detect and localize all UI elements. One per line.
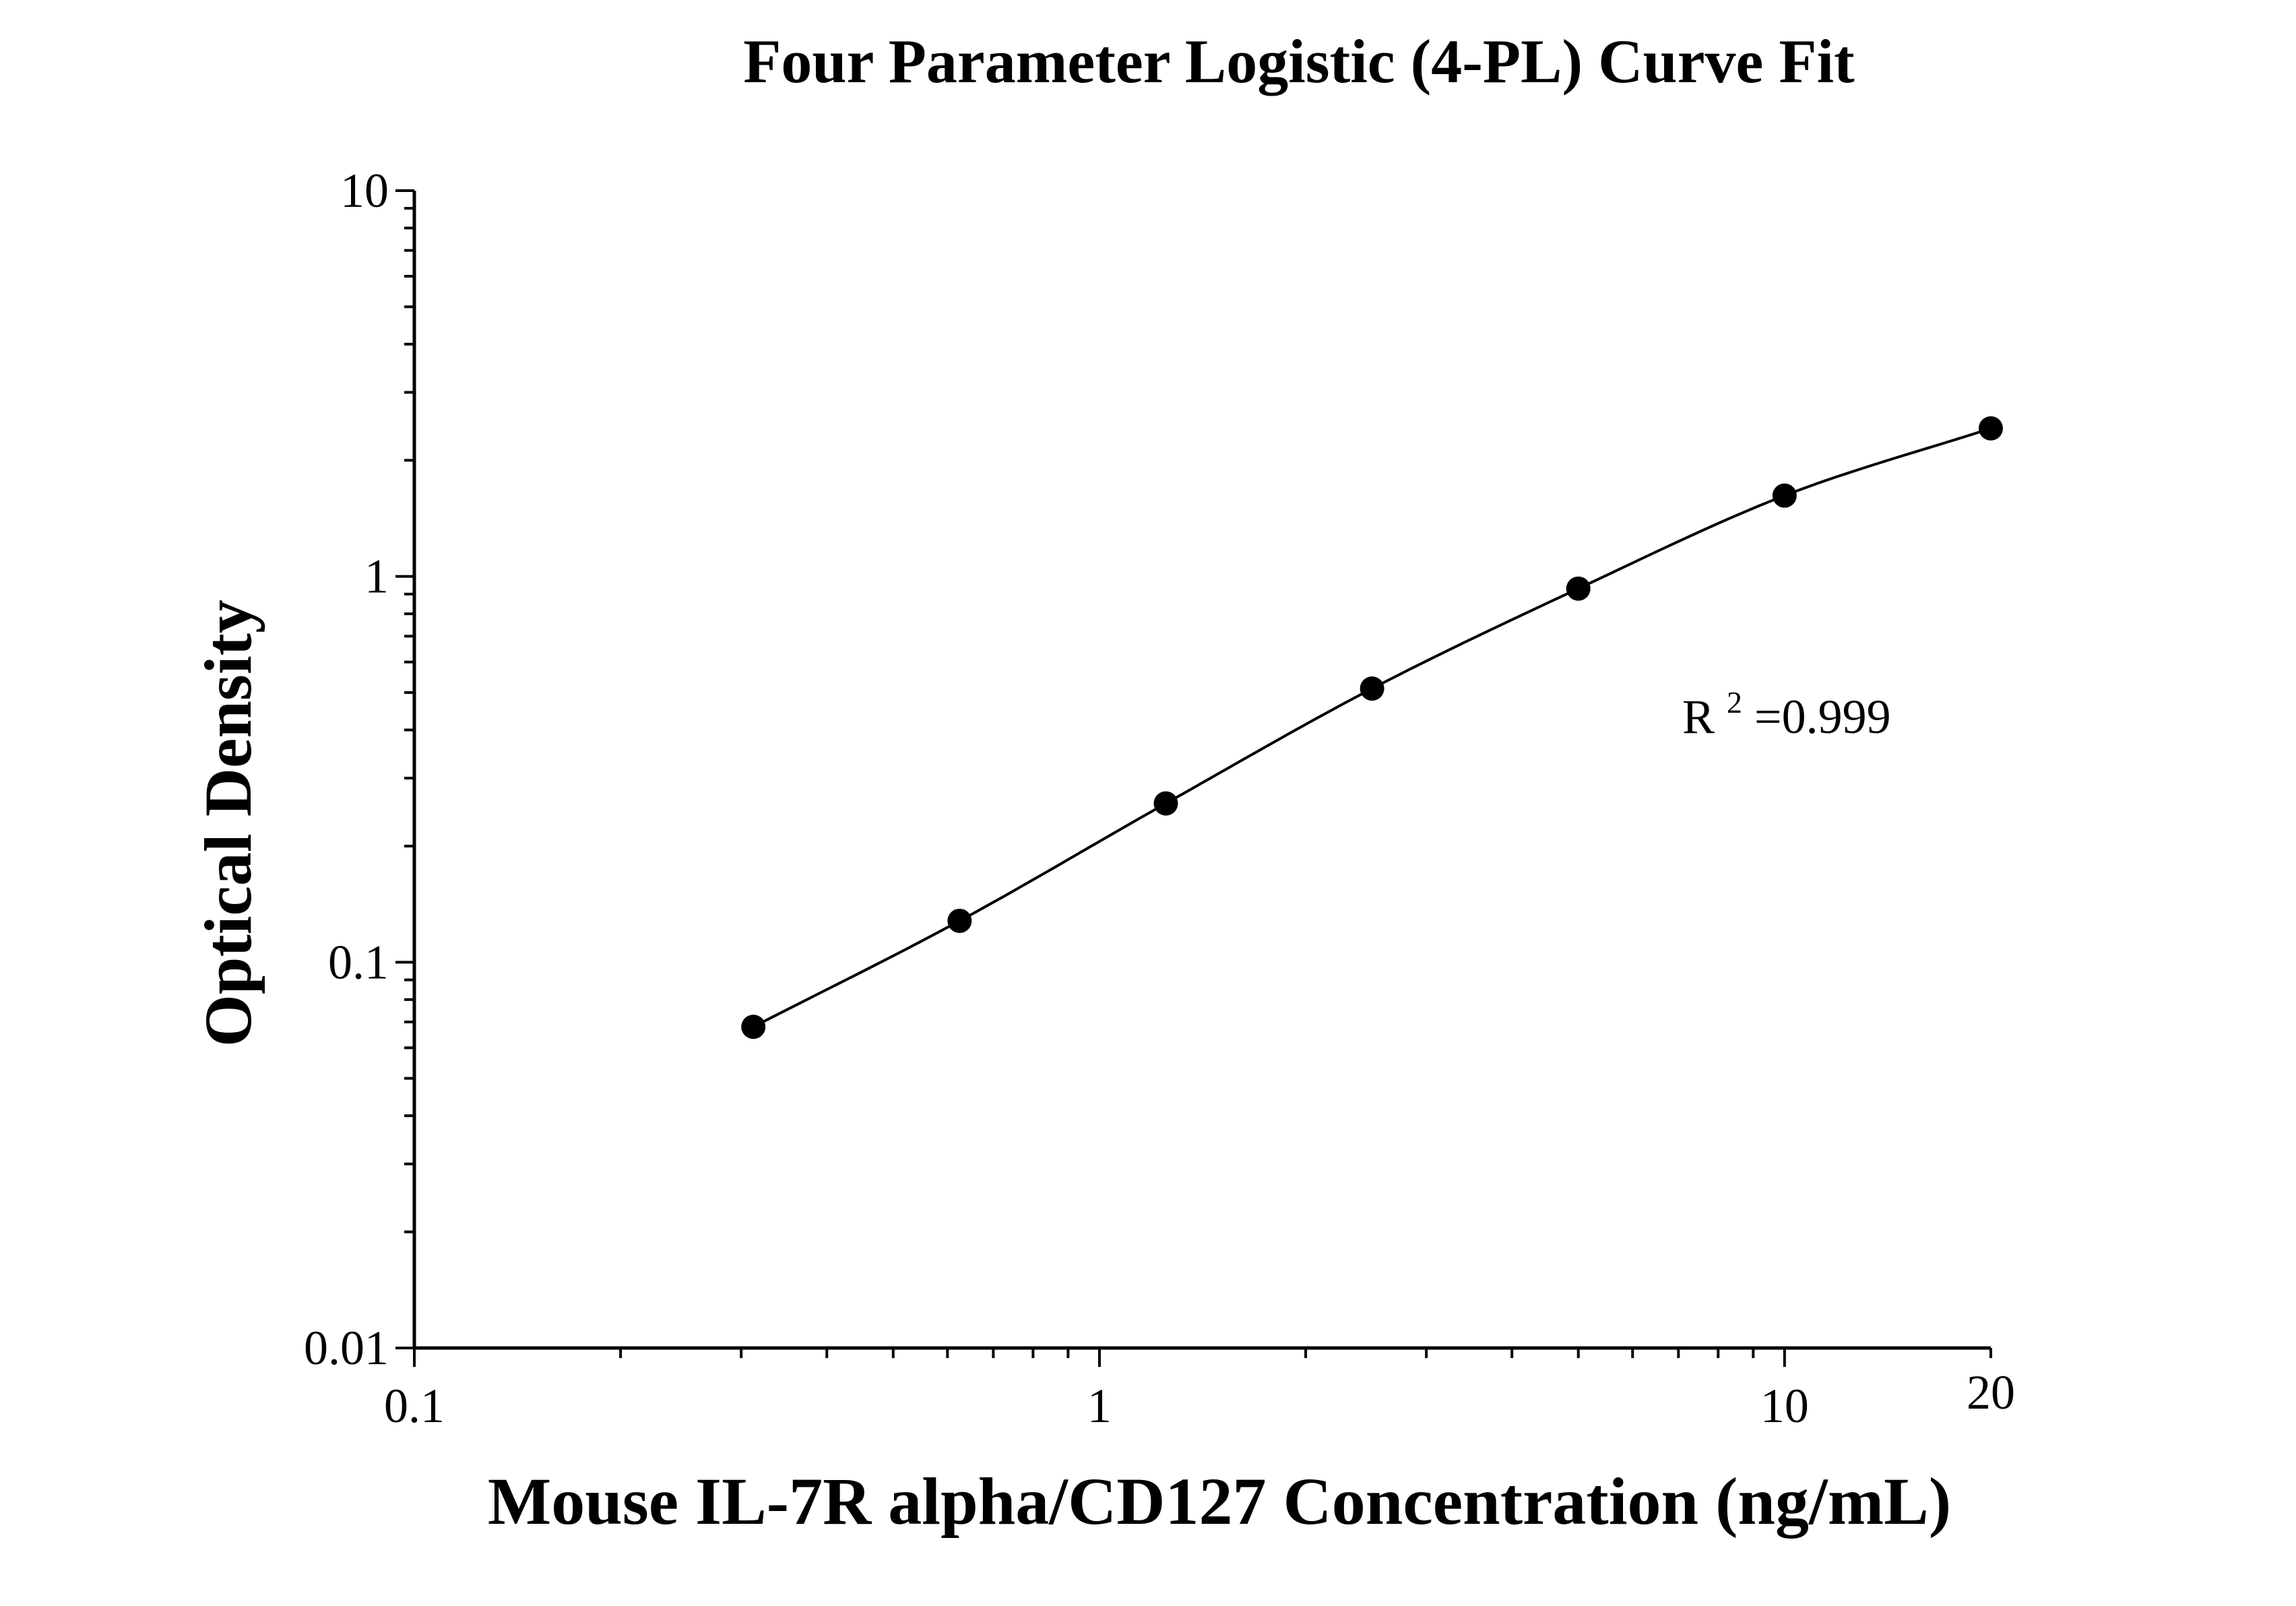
data-point bbox=[1772, 483, 1797, 508]
y-tick-label: 10 bbox=[340, 164, 389, 218]
r-squared-annotation: R 2 =0.999 bbox=[1682, 670, 1891, 744]
x-tick-label: 20 bbox=[1967, 1366, 2015, 1419]
r-value: =0.999 bbox=[1754, 690, 1891, 744]
x-axis-tick-labels: 0.1 1 10 20 bbox=[384, 1366, 2015, 1433]
x-axis-ticks bbox=[413, 1348, 1992, 1367]
y-tick-label: 1 bbox=[364, 550, 389, 604]
data-point bbox=[741, 1015, 766, 1039]
data-point bbox=[1979, 416, 2003, 441]
x-tick-label: 0.1 bbox=[384, 1379, 445, 1433]
r-label: R bbox=[1682, 690, 1715, 744]
axes bbox=[412, 191, 1991, 1350]
data-point bbox=[1566, 576, 1591, 601]
x-tick-label: 10 bbox=[1760, 1379, 1809, 1433]
x-tick-label: 1 bbox=[1087, 1379, 1112, 1433]
y-tick-label: 0.1 bbox=[328, 935, 389, 989]
data-point bbox=[947, 908, 972, 933]
y-axis-tick-labels: 0.01 0.1 1 10 bbox=[304, 164, 389, 1375]
data-points bbox=[741, 416, 2003, 1039]
data-point bbox=[1153, 791, 1178, 816]
x-axis-label: Mouse IL-7R alpha/CD127 Concentration (n… bbox=[488, 1464, 1951, 1539]
chart-title: Four Parameter Logistic (4-PL) Curve Fit bbox=[743, 27, 1855, 96]
r-superscript: 2 bbox=[1727, 685, 1742, 719]
y-tick-label: 0.01 bbox=[304, 1321, 389, 1375]
y-axis-label: Optical Density bbox=[191, 600, 265, 1047]
data-point bbox=[1360, 676, 1384, 701]
y-axis-ticks bbox=[395, 189, 414, 1349]
